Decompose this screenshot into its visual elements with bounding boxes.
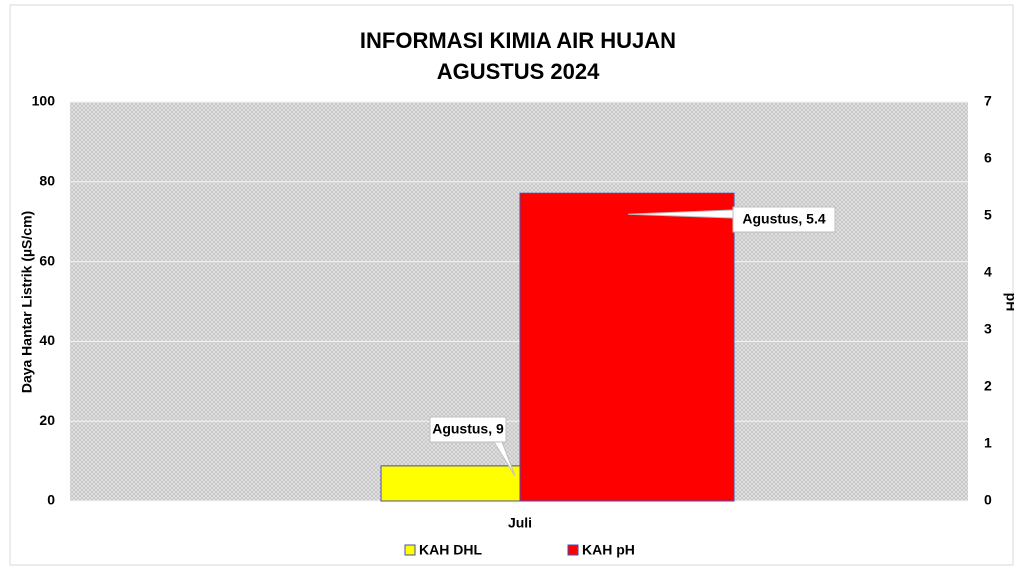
- y2-tick-label: 5: [984, 207, 992, 223]
- plot-area: [70, 102, 968, 501]
- y2-tick-label: 2: [984, 378, 992, 394]
- y2-axis-label: pH: [1003, 293, 1014, 312]
- y2-tick-label: 3: [984, 321, 992, 337]
- chart-subtitle: AGUSTUS 2024: [437, 59, 600, 84]
- y-tick-label: 20: [39, 412, 55, 428]
- legend-swatch: [567, 544, 579, 556]
- y2-tick-label: 7: [984, 93, 992, 109]
- y-tick-label: 60: [39, 252, 55, 268]
- data-label: Agustus, 5.4: [742, 211, 825, 227]
- y-axis-label: Daya Hantar Listrik (µS/cm): [19, 211, 35, 393]
- y-tick-label: 0: [47, 492, 55, 508]
- y2-tick-label: 4: [984, 264, 992, 280]
- data-label-bg: [430, 417, 506, 442]
- legend-label: KAH DHL: [419, 542, 482, 558]
- bar: [519, 192, 735, 502]
- bar: [380, 465, 521, 502]
- y-tick-label: 100: [32, 93, 56, 109]
- data-label-bg: [733, 207, 835, 232]
- legend-swatch: [404, 544, 416, 556]
- x-tick-label: Juli: [508, 515, 532, 531]
- y2-tick-label: 1: [984, 435, 992, 451]
- chart-title: INFORMASI KIMIA AIR HUJAN: [360, 28, 676, 53]
- data-label: Agustus, 9: [432, 421, 504, 437]
- legend-label: KAH pH: [582, 542, 635, 558]
- y2-tick-label: 6: [984, 150, 992, 166]
- y-tick-label: 80: [39, 173, 55, 189]
- y-tick-label: 40: [39, 332, 55, 348]
- y2-tick-label: 0: [984, 492, 992, 508]
